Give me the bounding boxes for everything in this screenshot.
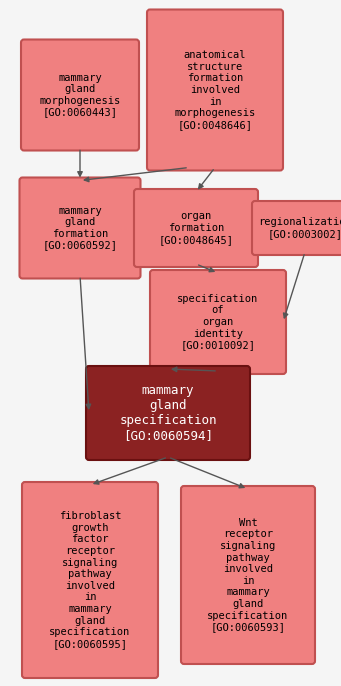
Text: fibroblast
growth
factor
receptor
signaling
pathway
involved
in
mammary
gland
sp: fibroblast growth factor receptor signal…	[49, 511, 131, 649]
Text: specification
of
organ
identity
[GO:0010092]: specification of organ identity [GO:0010…	[177, 294, 258, 350]
FancyBboxPatch shape	[252, 201, 341, 255]
Text: mammary
gland
morphogenesis
[GO:0060443]: mammary gland morphogenesis [GO:0060443]	[39, 73, 121, 117]
Text: organ
formation
[GO:0048645]: organ formation [GO:0048645]	[159, 211, 234, 245]
FancyBboxPatch shape	[147, 10, 283, 171]
FancyBboxPatch shape	[21, 40, 139, 150]
Text: regionalization
[GO:0003002]: regionalization [GO:0003002]	[258, 217, 341, 239]
Text: Wnt
receptor
signaling
pathway
involved
in
mammary
gland
specification
[GO:00605: Wnt receptor signaling pathway involved …	[207, 518, 288, 632]
FancyBboxPatch shape	[22, 482, 158, 678]
FancyBboxPatch shape	[134, 189, 258, 267]
Text: anatomical
structure
formation
involved
in
morphogenesis
[GO:0048646]: anatomical structure formation involved …	[174, 50, 256, 130]
FancyBboxPatch shape	[181, 486, 315, 664]
Text: mammary
gland
specification
[GO:0060594]: mammary gland specification [GO:0060594]	[119, 384, 217, 442]
FancyBboxPatch shape	[19, 178, 140, 279]
FancyBboxPatch shape	[86, 366, 250, 460]
FancyBboxPatch shape	[150, 270, 286, 374]
Text: mammary
gland
formation
[GO:0060592]: mammary gland formation [GO:0060592]	[43, 206, 118, 250]
